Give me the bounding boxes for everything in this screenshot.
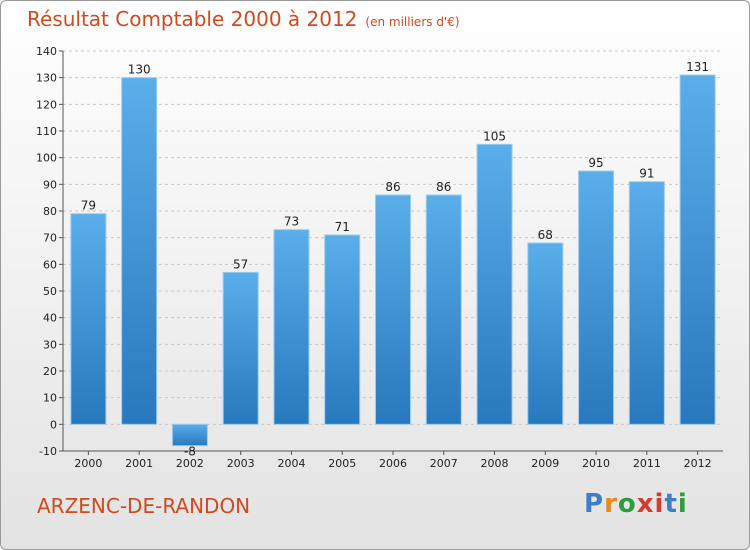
proxiti-logo: Proxiti [584,489,688,519]
commune-name: ARZENC-DE-RANDON [37,494,251,518]
x-tick-label: 2009 [531,457,559,470]
x-tick-label: 2004 [277,457,305,470]
data-label: 68 [538,228,553,242]
y-tick-label: -10 [39,445,57,458]
data-label: 73 [284,215,299,229]
logo-letter: P [584,489,605,519]
x-tick-label: 2008 [481,457,509,470]
title-main: Résultat Comptable 2000 à 2012 [27,7,358,31]
data-label: 57 [233,257,248,271]
data-label: 105 [483,129,506,143]
x-tick-label: 2010 [582,457,610,470]
y-tick-label: 110 [36,125,57,138]
y-tick-label: 80 [43,205,57,218]
y-tick-label: 60 [43,258,57,271]
x-tick-label: 2000 [74,457,102,470]
data-label: 130 [128,63,151,77]
x-tick-label: 2007 [430,457,458,470]
y-tick-label: 140 [36,45,57,58]
y-tick-label: 120 [36,98,57,111]
bar [222,271,259,425]
y-tick-label: 40 [43,312,57,325]
bar [273,229,310,425]
data-label: 131 [686,60,709,74]
y-tick-label: 90 [43,178,57,191]
bar [476,143,513,425]
logo-letter: i [654,489,665,519]
logo-letter: r [604,489,618,519]
bar [70,213,107,425]
bar [171,423,208,447]
bar [121,77,158,425]
x-tick-label: 2006 [379,457,407,470]
bar [425,194,462,425]
y-tick-label: 0 [50,418,57,431]
x-tick-label: 2011 [633,457,661,470]
bar [628,181,665,425]
y-tick-label: 20 [43,365,57,378]
bar [527,242,564,425]
x-tick-label: 2001 [125,457,153,470]
data-label: 91 [639,167,654,181]
bar [578,170,615,425]
x-tick-label: 2005 [328,457,356,470]
y-tick-label: 30 [43,338,57,351]
y-tick-label: 50 [43,285,57,298]
x-tick-label: 2012 [684,457,712,470]
bar [375,194,411,425]
bar [324,234,361,425]
y-tick-label: 70 [43,232,57,245]
bar-chart: -10 0 10 20 30 40 50 60 70 80 90 100 110 120 130 140 79 2… [36,45,723,470]
data-label: 86 [436,180,451,194]
y-tick-label: 130 [36,72,57,85]
data-label: 86 [385,180,400,194]
logo-letter: x [636,489,655,519]
y-tick-label: 100 [36,152,57,165]
data-label: 71 [335,220,350,234]
x-tick-label: 2002 [176,457,204,470]
x-tick-label: 2003 [227,457,255,470]
logo-letter: i [677,489,688,519]
data-label: 79 [81,199,96,213]
y-tick-label: 10 [43,392,57,405]
bar [679,74,716,425]
chart-title: Résultat Comptable 2000 à 2012 (en millie… [27,7,460,31]
logo-letter: o [617,489,637,519]
logo-letter: t [664,489,678,519]
title-unit: (en milliers d'€) [365,15,460,29]
data-label: 95 [588,156,603,170]
